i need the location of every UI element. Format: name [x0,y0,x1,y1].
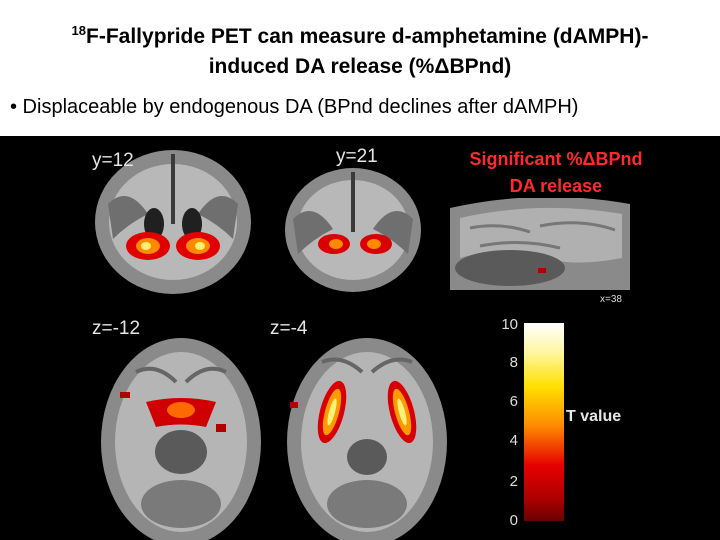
t-value-colorbar [524,323,564,521]
title-line-2: induced DA release (%ΔBPnd) [208,55,512,78]
bullet-point: • Displaceable by endogenous DA (BPnd de… [10,96,579,118]
sagittal-label: x=38 [600,294,622,305]
colorbar-tick: 0 [509,512,518,529]
colorbar-tick: 6 [509,393,518,410]
annotation-line-1: Significant %ΔBPnd [469,149,643,169]
axial-slice-2 [287,338,447,540]
release-annotation: Significant %ΔBPnd DA release [446,146,666,200]
slide-title: 18F-Fallypride PET can measure d-ampheta… [0,22,720,82]
title-line-1: 18F-Fallypride PET can measure d-ampheta… [0,22,720,52]
coronal-2-label: y=21 [336,146,378,167]
title-line-1-text: F-Fallypride PET can measure d-amphetami… [86,25,649,48]
axial-1-label: z=-12 [92,318,141,339]
colorbar-tick: 8 [509,354,518,371]
colorbar-tick: 10 [501,316,518,333]
axial-2-label: z=-4 [270,318,308,339]
colorbar-label: T value [566,408,622,425]
coronal-slice-2 [285,168,421,292]
coronal-slice-1 [95,150,251,294]
sagittal-slice [450,198,630,290]
colorbar-tick: 2 [509,473,518,490]
annotation-line-2: DA release [509,176,603,196]
axial-slice-1 [101,338,261,540]
coronal-1-label: y=12 [92,150,134,171]
isotope-superscript: 18 [71,23,87,38]
colorbar-tick: 4 [509,432,518,449]
pet-image-panel: y=12 y=21 Significant %ΔBPnd DA release … [0,136,720,540]
